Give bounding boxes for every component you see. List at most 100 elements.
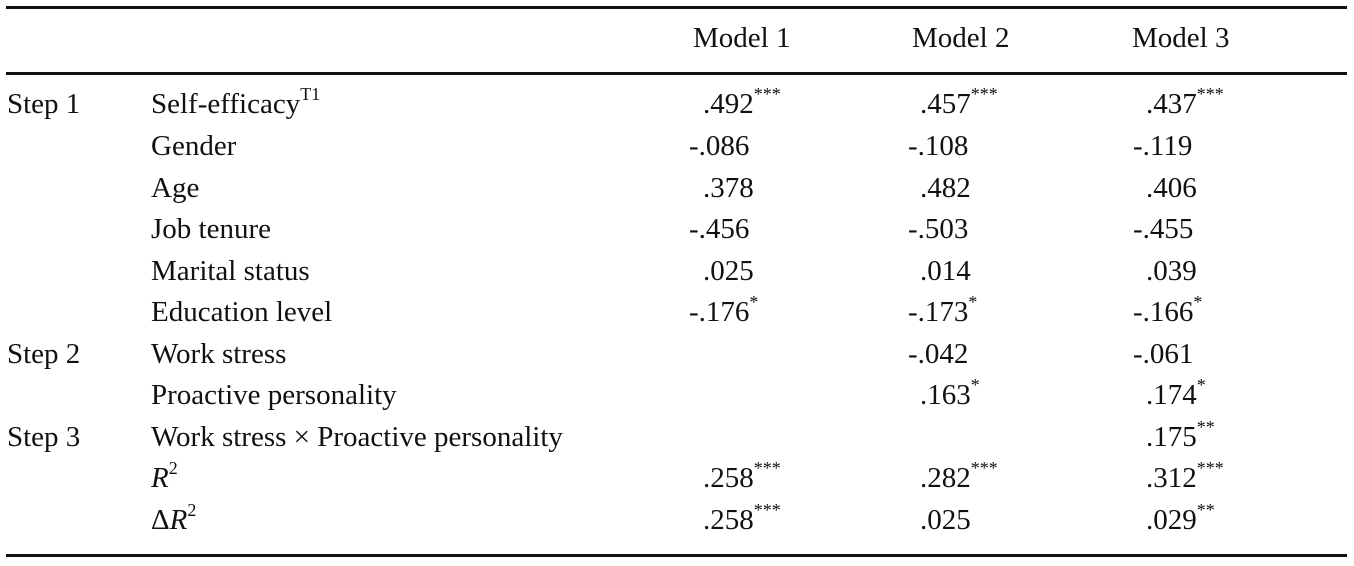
column-header-model-2: Model 2 bbox=[912, 22, 1010, 54]
row-label: Work stress × Proactive personality bbox=[151, 421, 563, 453]
significance-stars: *** bbox=[753, 458, 781, 479]
row-label: Education level bbox=[151, 296, 332, 328]
cell-value: .174 bbox=[1146, 379, 1197, 411]
table-cell: -.042 bbox=[908, 338, 968, 370]
row-label-text: Job tenure bbox=[151, 213, 271, 245]
significance-stars: * bbox=[1196, 375, 1206, 396]
cell-value: .163 bbox=[920, 379, 971, 411]
cell-value: .282 bbox=[920, 462, 971, 494]
column-header-model-3: Model 3 bbox=[1132, 22, 1230, 54]
cell-value: .025 bbox=[703, 255, 754, 287]
row-label-text: Gender bbox=[151, 130, 237, 162]
table-cell: .014 bbox=[920, 255, 971, 287]
cell-value: .025 bbox=[920, 504, 971, 536]
table-cell: .437*** bbox=[1146, 85, 1224, 120]
cell-value: -.166 bbox=[1133, 296, 1194, 328]
table-cell: -.108 bbox=[908, 130, 968, 162]
table-cell: .406 bbox=[1146, 172, 1197, 204]
table-cell: .025 bbox=[920, 504, 971, 536]
cell-value: .258 bbox=[703, 462, 754, 494]
table-cell: -.176* bbox=[689, 293, 758, 328]
table-cell: -.119 bbox=[1133, 130, 1192, 162]
significance-stars: * bbox=[1193, 292, 1203, 313]
step-label: Step 3 bbox=[7, 421, 81, 453]
cell-value: .312 bbox=[1146, 462, 1197, 494]
top-rule bbox=[6, 6, 1347, 9]
significance-stars: * bbox=[970, 375, 980, 396]
table-cell: -.455 bbox=[1133, 213, 1193, 245]
table-cell: -.173* bbox=[908, 293, 977, 328]
row-label-text: Work stress × Proactive personality bbox=[151, 421, 563, 453]
significance-stars: ** bbox=[1196, 500, 1215, 521]
row-label-text: Age bbox=[151, 172, 200, 204]
table-cell: .258*** bbox=[703, 459, 781, 494]
cell-value: -.108 bbox=[908, 130, 969, 162]
cell-value: .039 bbox=[1146, 255, 1197, 287]
row-label-text: R bbox=[151, 462, 169, 494]
table-cell: .039 bbox=[1146, 255, 1197, 287]
row-label-text: Work stress bbox=[151, 338, 287, 370]
table-cell: .492*** bbox=[703, 85, 781, 120]
step-label: Step 1 bbox=[7, 88, 81, 120]
row-label: Proactive personality bbox=[151, 379, 397, 411]
row-label: Age bbox=[151, 172, 199, 204]
cell-value: .378 bbox=[703, 172, 754, 204]
cell-value: -.176 bbox=[689, 296, 750, 328]
delta-symbol: Δ bbox=[151, 504, 170, 536]
table-cell: -.503 bbox=[908, 213, 968, 245]
table-cell: .282*** bbox=[920, 459, 998, 494]
table-cell: .029** bbox=[1146, 501, 1215, 536]
significance-stars: *** bbox=[1196, 84, 1224, 105]
row-label: ΔR2 bbox=[151, 501, 196, 536]
row-label-text: Marital status bbox=[151, 255, 310, 287]
cell-value: -.119 bbox=[1133, 130, 1193, 162]
cell-value: .258 bbox=[703, 504, 754, 536]
significance-stars: ** bbox=[1196, 417, 1215, 438]
table-cell: -.086 bbox=[689, 130, 749, 162]
cell-value: -.173 bbox=[908, 296, 969, 328]
row-label: Job tenure bbox=[151, 213, 271, 245]
row-label: Gender bbox=[151, 130, 236, 162]
significance-stars: *** bbox=[970, 84, 998, 105]
cell-value: .406 bbox=[1146, 172, 1197, 204]
cell-value: .482 bbox=[920, 172, 971, 204]
row-label: Work stress bbox=[151, 338, 286, 370]
cell-value: -.456 bbox=[689, 213, 750, 245]
row-label-superscript: 2 bbox=[187, 500, 197, 521]
cell-value: .457 bbox=[920, 88, 971, 120]
table-cell: .312*** bbox=[1146, 459, 1224, 494]
significance-stars: *** bbox=[1196, 458, 1224, 479]
cell-value: .029 bbox=[1146, 504, 1197, 536]
step-label: Step 2 bbox=[7, 338, 81, 370]
row-label-text: R bbox=[169, 504, 188, 536]
cell-value: -.086 bbox=[689, 130, 750, 162]
row-label: Marital status bbox=[151, 255, 310, 287]
cell-value: .014 bbox=[920, 255, 971, 287]
table-cell: .457*** bbox=[920, 85, 998, 120]
table-cell: -.456 bbox=[689, 213, 749, 245]
row-label-text: Proactive personality bbox=[151, 379, 397, 411]
cell-value: .437 bbox=[1146, 88, 1197, 120]
table-cell: .025 bbox=[703, 255, 754, 287]
cell-value: -.061 bbox=[1133, 338, 1194, 370]
table-cell: .378 bbox=[703, 172, 754, 204]
row-label-superscript: T1 bbox=[300, 84, 321, 105]
significance-stars: *** bbox=[753, 84, 781, 105]
significance-stars: *** bbox=[753, 500, 781, 521]
row-label-superscript: 2 bbox=[168, 458, 178, 479]
table-cell: -.061 bbox=[1133, 338, 1193, 370]
table-cell: .174* bbox=[1146, 376, 1206, 411]
cell-value: .175 bbox=[1146, 421, 1197, 453]
table-cell: .482 bbox=[920, 172, 971, 204]
bottom-rule bbox=[6, 554, 1347, 557]
column-header-model-1: Model 1 bbox=[693, 22, 791, 54]
table-cell: .258*** bbox=[703, 501, 781, 536]
cell-value: -.503 bbox=[908, 213, 969, 245]
table-cell: .163* bbox=[920, 376, 980, 411]
cell-value: .492 bbox=[703, 88, 754, 120]
row-label: Self-efficacyT1 bbox=[151, 85, 320, 120]
cell-value: -.455 bbox=[1133, 213, 1194, 245]
table-cell: .175** bbox=[1146, 418, 1215, 453]
header-rule bbox=[6, 72, 1347, 75]
cell-value: -.042 bbox=[908, 338, 969, 370]
